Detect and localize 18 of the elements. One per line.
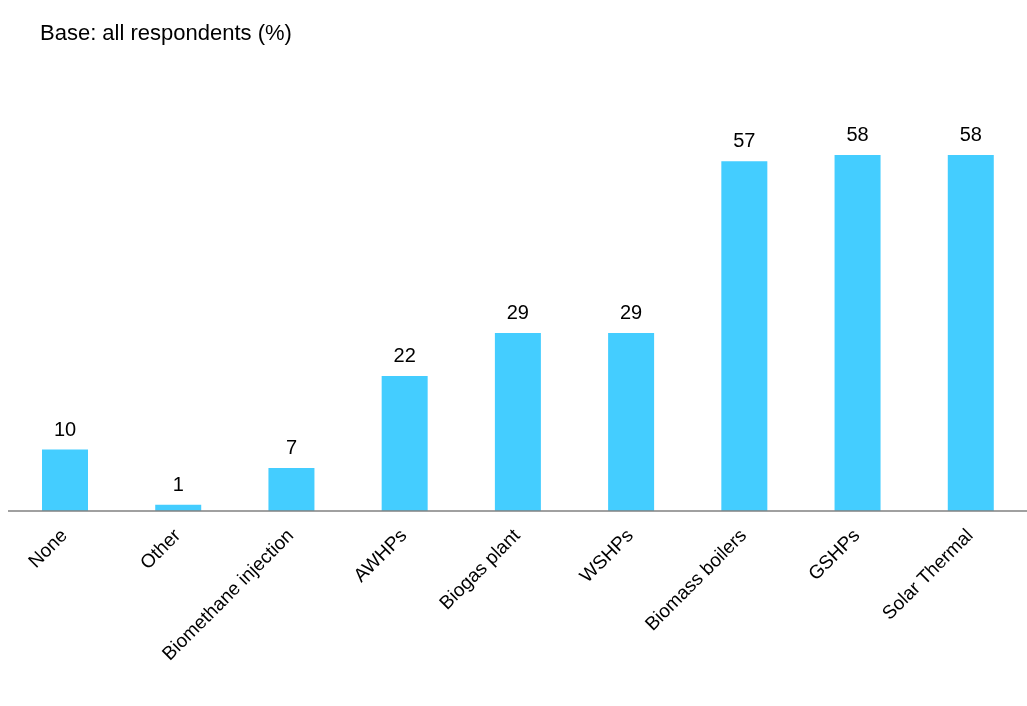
bar bbox=[721, 161, 768, 511]
chart-title: Base: all respondents (%) bbox=[40, 20, 292, 46]
bar bbox=[42, 449, 88, 511]
bar bbox=[268, 468, 315, 511]
data-label: 29 bbox=[619, 301, 643, 323]
data-label: 1 bbox=[172, 472, 184, 495]
data-label: 10 bbox=[53, 417, 77, 440]
data-label: 7 bbox=[285, 436, 298, 459]
bar bbox=[608, 333, 655, 511]
data-label: 22 bbox=[393, 343, 416, 366]
bar bbox=[947, 155, 994, 511]
data-label: 58 bbox=[846, 123, 869, 145]
data-label: 29 bbox=[506, 301, 530, 323]
bar bbox=[494, 333, 541, 511]
data-label: 57 bbox=[733, 129, 756, 152]
bar bbox=[834, 155, 881, 511]
data-label: 58 bbox=[959, 123, 982, 145]
bar bbox=[381, 375, 428, 511]
